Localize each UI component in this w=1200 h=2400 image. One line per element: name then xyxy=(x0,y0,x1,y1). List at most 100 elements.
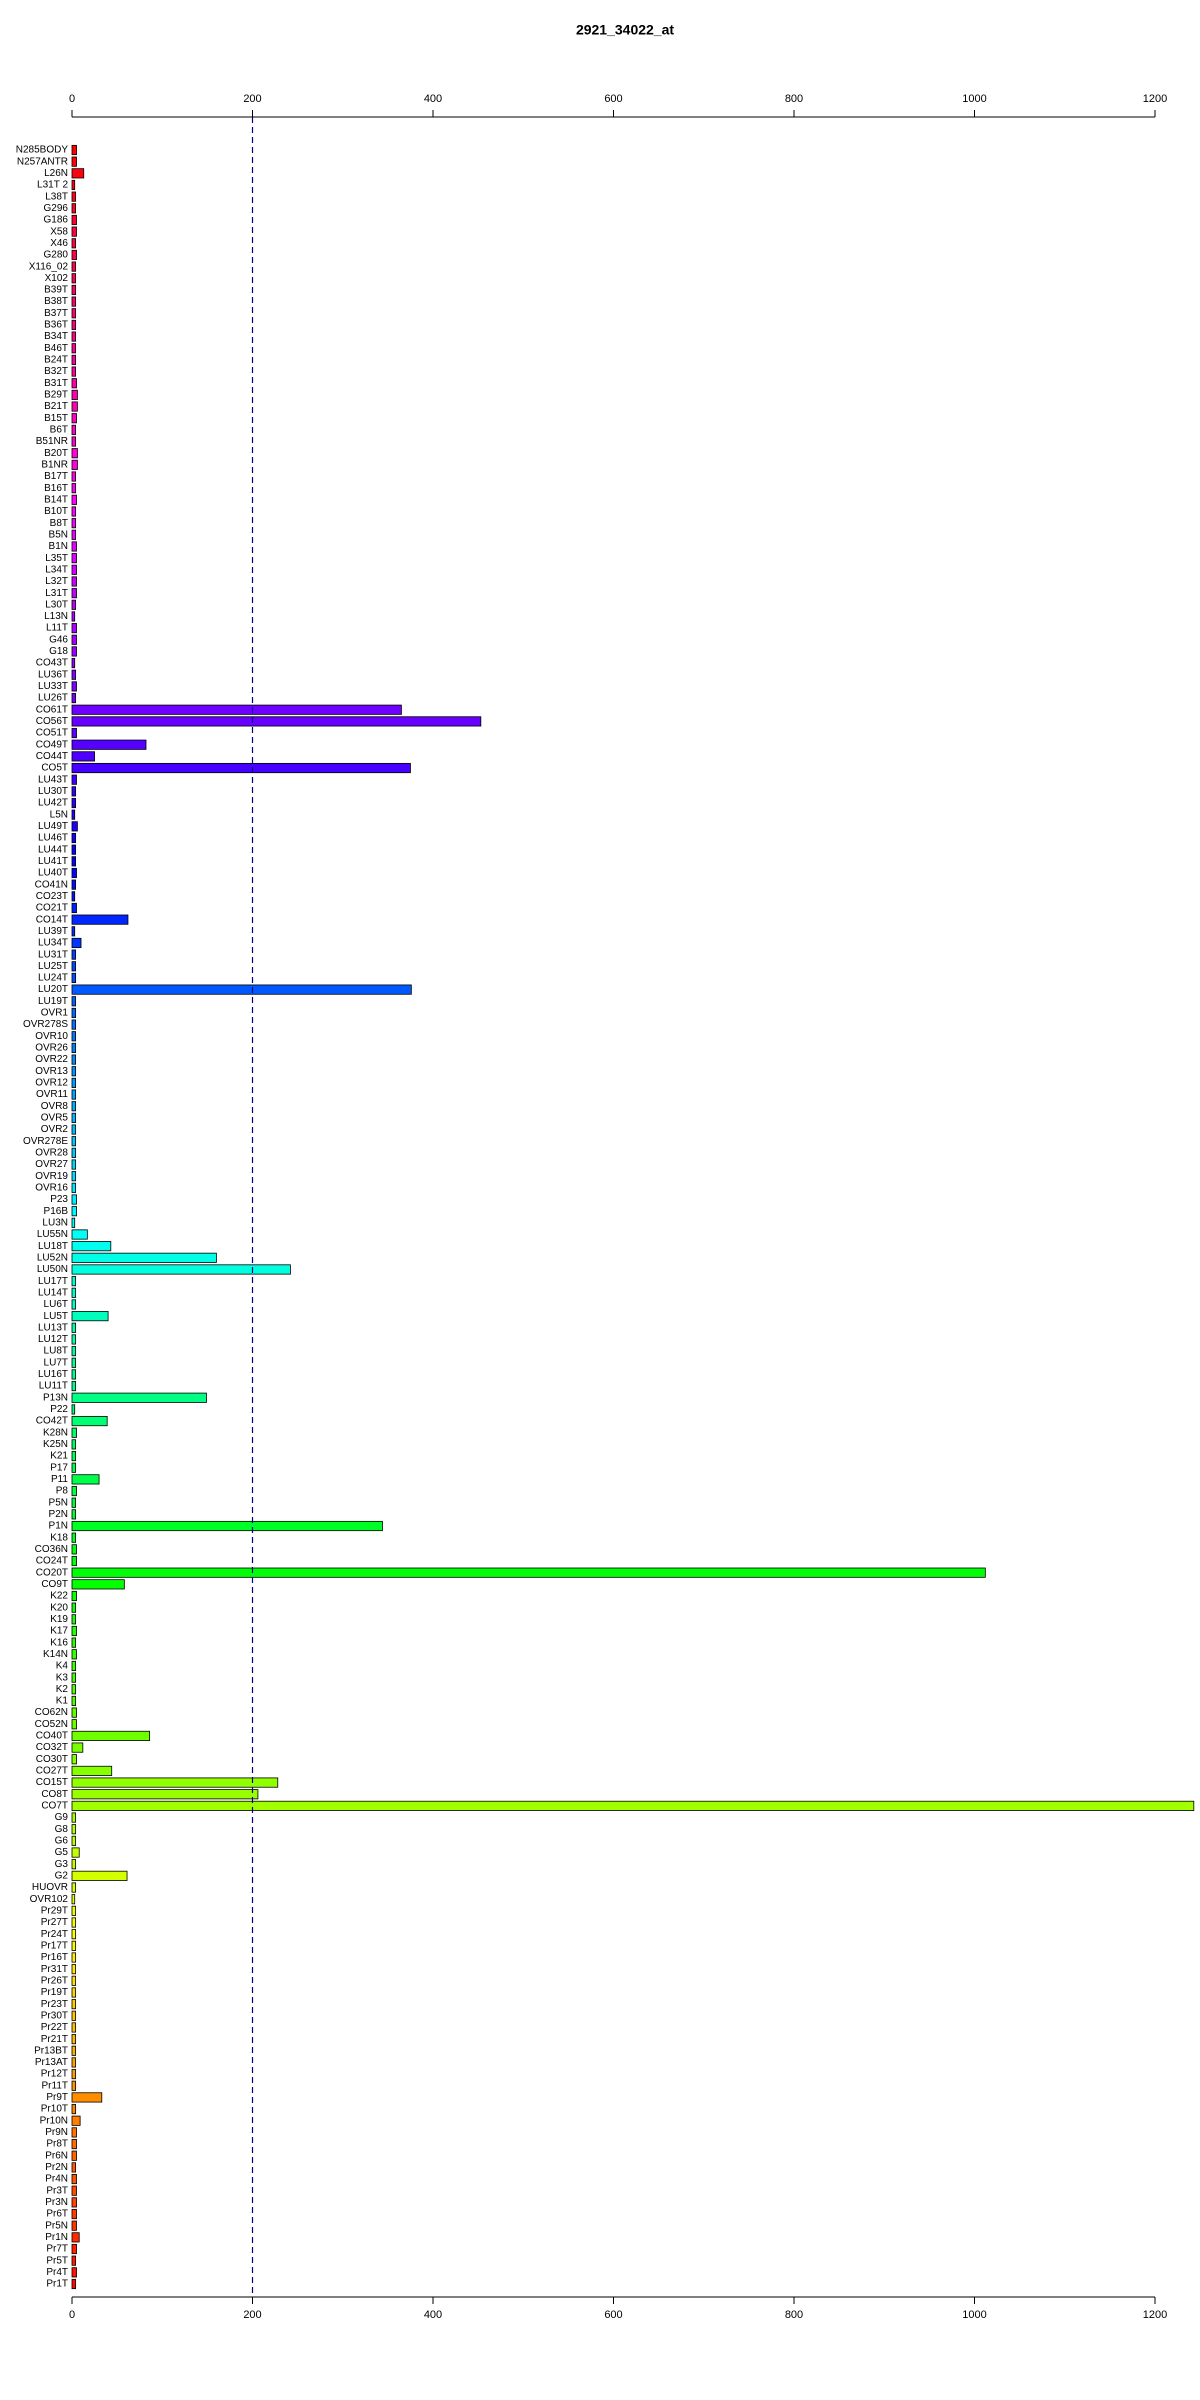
bar xyxy=(71,786,77,797)
category-label: L13N xyxy=(44,611,68,622)
category-label: K22 xyxy=(50,1591,68,1602)
bar xyxy=(71,809,76,820)
bar xyxy=(71,1392,207,1403)
bar xyxy=(71,506,77,517)
bar xyxy=(71,2255,77,2266)
category-label: L35T xyxy=(45,553,68,564)
category-label: OVR8 xyxy=(41,1101,69,1112)
category-label: CO20T xyxy=(36,1567,68,1578)
bar xyxy=(71,2185,77,2196)
category-label: B20T xyxy=(44,448,68,459)
bar xyxy=(71,1649,77,1660)
bar xyxy=(71,832,77,844)
category-label: Pr12T xyxy=(41,2069,68,2080)
bar xyxy=(71,343,77,354)
category-label: G280 xyxy=(44,250,69,261)
category-label: K28N xyxy=(43,1427,68,1438)
bar xyxy=(71,1952,77,1963)
category-label: B32T xyxy=(44,366,68,377)
bar xyxy=(71,1439,77,1450)
category-label: G9 xyxy=(55,1812,69,1823)
category-label: CO42T xyxy=(36,1416,68,1427)
bar xyxy=(71,249,77,261)
category-label: CO9T xyxy=(41,1579,68,1590)
bar xyxy=(71,1509,77,1520)
category-label: Pr10T xyxy=(41,2104,68,2115)
bar xyxy=(71,1812,77,1823)
bar xyxy=(71,1334,77,1345)
bar xyxy=(71,331,77,342)
bar xyxy=(71,1824,77,1835)
bar xyxy=(71,681,77,692)
category-label: Pr5T xyxy=(46,2255,68,2266)
bar xyxy=(71,1171,77,1182)
bar xyxy=(71,1742,84,1753)
bar xyxy=(71,1684,77,1695)
category-label: N285BODY xyxy=(16,145,69,156)
bar xyxy=(71,1241,112,1252)
bar xyxy=(71,1765,113,1776)
category-label: G5 xyxy=(55,1847,69,1858)
x-tick-label: 200 xyxy=(243,93,261,105)
bar xyxy=(71,1555,77,1567)
category-label: Pr22T xyxy=(41,2022,68,2033)
category-label: B21T xyxy=(44,401,68,412)
category-label: CO24T xyxy=(36,1556,68,1567)
bar xyxy=(71,1485,77,1497)
bar xyxy=(71,1031,77,1042)
category-label: P2N xyxy=(49,1509,68,1520)
bar xyxy=(71,1719,77,1730)
bar xyxy=(71,553,77,564)
category-label: Pr1N xyxy=(45,2232,68,2243)
category-label: OVR16 xyxy=(35,1182,68,1193)
bar xyxy=(71,634,77,645)
category-label: Pr9N xyxy=(45,2127,68,2138)
bar xyxy=(71,1579,125,1590)
category-label: Pr7T xyxy=(46,2244,68,2255)
category-label: OVR28 xyxy=(35,1148,68,1159)
bar xyxy=(71,179,76,191)
bar xyxy=(71,2162,77,2173)
bar xyxy=(71,1089,77,1100)
category-label: CO32T xyxy=(36,1742,68,1753)
bar xyxy=(71,2069,77,2080)
category-label: K17 xyxy=(50,1626,68,1637)
bar xyxy=(71,1427,77,1438)
bar xyxy=(71,1450,77,1462)
category-label: B1N xyxy=(49,541,68,552)
category-label: CO14T xyxy=(36,914,68,925)
bar xyxy=(71,2208,77,2220)
bar xyxy=(71,2010,77,2021)
bar xyxy=(71,1066,77,1077)
bar xyxy=(71,937,82,949)
bar xyxy=(71,2115,81,2126)
category-label: LU33T xyxy=(38,681,68,692)
bar xyxy=(71,704,402,715)
bar xyxy=(71,156,77,167)
bar xyxy=(71,961,77,972)
bar xyxy=(71,797,77,809)
bar xyxy=(71,1404,76,1415)
category-label: Pr3N xyxy=(45,2197,68,2208)
bar xyxy=(71,436,77,447)
category-label: P13N xyxy=(43,1392,68,1403)
bar xyxy=(71,273,77,284)
category-label: B34T xyxy=(44,331,68,342)
bar xyxy=(71,366,77,377)
bar xyxy=(71,354,77,365)
bar xyxy=(71,1637,77,1648)
bar xyxy=(71,1311,109,1322)
category-label: B46T xyxy=(44,343,68,354)
category-label: B37T xyxy=(44,308,68,319)
category-label: OVR278E xyxy=(23,1136,68,1147)
category-label: CO52N xyxy=(35,1719,68,1730)
bar xyxy=(71,1905,77,1916)
bar xyxy=(71,821,78,832)
bar xyxy=(71,1276,77,1287)
bar xyxy=(71,1870,128,1881)
bar xyxy=(71,214,77,226)
category-label: CO62N xyxy=(35,1707,68,1718)
bar xyxy=(71,261,77,272)
bar xyxy=(71,926,76,937)
category-label: K21 xyxy=(50,1451,68,1462)
